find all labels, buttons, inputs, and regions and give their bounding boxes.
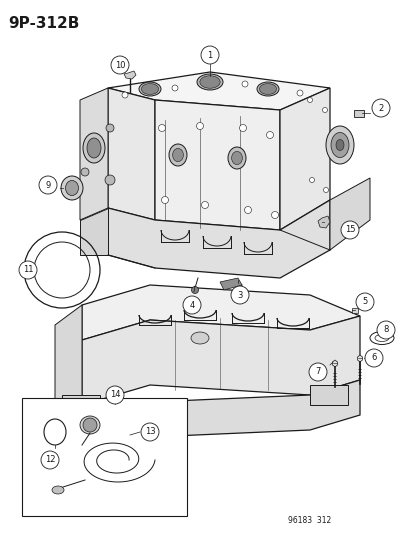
Ellipse shape (139, 82, 161, 96)
Circle shape (191, 287, 198, 294)
Circle shape (41, 451, 59, 469)
Ellipse shape (335, 140, 343, 150)
FancyBboxPatch shape (62, 395, 100, 415)
Circle shape (322, 108, 327, 112)
Polygon shape (317, 216, 329, 228)
Circle shape (111, 56, 129, 74)
Circle shape (266, 132, 273, 139)
Polygon shape (82, 316, 359, 405)
Polygon shape (108, 72, 329, 110)
Ellipse shape (65, 181, 78, 196)
Text: 5: 5 (361, 297, 367, 306)
Text: 9: 9 (45, 181, 50, 190)
Ellipse shape (87, 138, 101, 158)
Circle shape (81, 168, 89, 176)
Circle shape (106, 124, 114, 132)
Ellipse shape (80, 416, 100, 434)
Polygon shape (154, 100, 279, 230)
Circle shape (309, 177, 314, 182)
Polygon shape (124, 71, 136, 79)
Text: 15: 15 (344, 225, 354, 235)
FancyBboxPatch shape (353, 110, 363, 117)
Circle shape (244, 206, 251, 214)
Text: 8: 8 (382, 326, 388, 335)
Ellipse shape (172, 148, 183, 161)
Polygon shape (108, 200, 329, 278)
Circle shape (39, 176, 57, 194)
Circle shape (371, 99, 389, 117)
Ellipse shape (259, 84, 276, 94)
Circle shape (158, 125, 165, 132)
Ellipse shape (231, 151, 242, 165)
Circle shape (355, 293, 373, 311)
Ellipse shape (169, 144, 187, 166)
Text: 2: 2 (377, 103, 383, 112)
Circle shape (242, 81, 247, 87)
Ellipse shape (199, 76, 220, 88)
Polygon shape (332, 360, 337, 367)
Polygon shape (329, 178, 369, 250)
Text: 13: 13 (144, 427, 155, 437)
Ellipse shape (83, 133, 105, 163)
Polygon shape (80, 208, 108, 255)
Circle shape (308, 363, 326, 381)
Text: 14: 14 (109, 391, 120, 400)
Ellipse shape (141, 84, 158, 94)
Circle shape (296, 90, 302, 96)
Circle shape (106, 386, 124, 404)
Circle shape (201, 201, 208, 208)
Ellipse shape (61, 176, 83, 200)
Polygon shape (80, 88, 108, 220)
Text: 96183  312: 96183 312 (288, 516, 331, 525)
FancyBboxPatch shape (309, 385, 347, 405)
Circle shape (171, 85, 178, 91)
Circle shape (122, 92, 128, 98)
FancyBboxPatch shape (351, 308, 357, 312)
Polygon shape (357, 355, 362, 362)
Text: 7: 7 (315, 367, 320, 376)
Circle shape (141, 423, 159, 441)
Circle shape (196, 123, 203, 130)
Circle shape (307, 98, 312, 102)
Ellipse shape (228, 147, 245, 169)
Ellipse shape (52, 486, 64, 494)
Circle shape (201, 46, 218, 64)
Polygon shape (108, 88, 154, 220)
Circle shape (161, 197, 168, 204)
Circle shape (271, 212, 278, 219)
Bar (22, 398, 187, 516)
Text: 4: 4 (189, 301, 194, 310)
Circle shape (230, 286, 248, 304)
Polygon shape (55, 305, 82, 425)
Circle shape (323, 188, 328, 192)
Circle shape (19, 261, 37, 279)
Ellipse shape (197, 74, 223, 90)
Circle shape (340, 221, 358, 239)
Ellipse shape (330, 133, 348, 157)
Text: 6: 6 (370, 353, 376, 362)
Polygon shape (219, 278, 242, 290)
Polygon shape (55, 380, 359, 460)
Text: 9P-312B: 9P-312B (8, 16, 79, 31)
Text: 1: 1 (207, 51, 212, 60)
Circle shape (83, 418, 97, 432)
Text: 10: 10 (114, 61, 125, 69)
Text: 12: 12 (45, 456, 55, 464)
Polygon shape (82, 285, 359, 340)
Ellipse shape (256, 82, 278, 96)
Circle shape (239, 125, 246, 132)
Circle shape (105, 175, 115, 185)
Circle shape (364, 349, 382, 367)
Polygon shape (279, 88, 329, 230)
Ellipse shape (190, 332, 209, 344)
Text: 11: 11 (23, 265, 33, 274)
Circle shape (376, 321, 394, 339)
Ellipse shape (325, 126, 353, 164)
Circle shape (183, 296, 201, 314)
Text: 3: 3 (237, 290, 242, 300)
